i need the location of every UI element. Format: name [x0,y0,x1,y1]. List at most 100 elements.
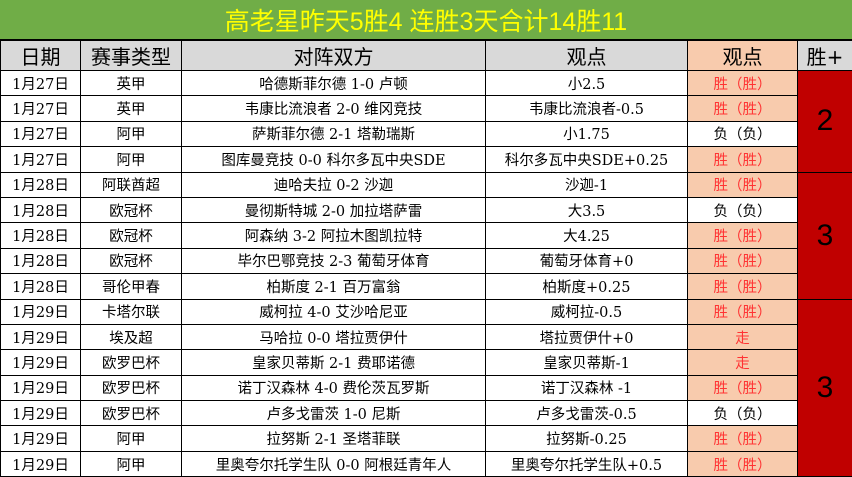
league-cell[interactable]: 哥伦甲春 [81,274,182,299]
league-cell[interactable]: 阿甲 [81,121,182,146]
header-result[interactable]: 观点 [688,41,798,71]
league-cell[interactable]: 欧罗巴杯 [81,401,182,426]
match-cell[interactable]: 威柯拉 4-0 艾沙哈尼亚 [182,299,486,324]
match-cell[interactable]: 柏斯度 2-1 百万富翁 [182,274,486,299]
date-cell[interactable]: 1月29日 [1,350,81,375]
date-cell[interactable]: 1月27日 [1,96,81,121]
league-cell[interactable]: 阿联酋超 [81,172,182,197]
date-cell[interactable]: 1月29日 [1,426,81,451]
result-cell[interactable]: 胜（胜） [688,451,798,476]
pick-cell[interactable]: 威柯拉-0.5 [486,299,688,324]
league-cell[interactable]: 阿甲 [81,426,182,451]
result-cell[interactable]: 负（负） [688,121,798,146]
day-win-count-cell[interactable]: 3 [798,299,852,477]
match-cell[interactable]: 萨斯菲尔德 2-1 塔勒瑞斯 [182,121,486,146]
result-cell[interactable]: 胜（胜） [688,172,798,197]
pick-cell[interactable]: 大4.25 [486,223,688,248]
league-cell[interactable]: 埃及超 [81,324,182,349]
date-cell[interactable]: 1月27日 [1,121,81,146]
match-cell[interactable]: 阿森纳 3-2 阿拉木图凯拉特 [182,223,486,248]
pick-cell[interactable]: 小1.75 [486,121,688,146]
date-cell[interactable]: 1月28日 [1,172,81,197]
league-cell[interactable]: 欧罗巴杯 [81,350,182,375]
pick-cell[interactable]: 塔拉贾伊什+0 [486,324,688,349]
match-cell[interactable]: 诺丁汉森林 4-0 费伦茨瓦罗斯 [182,375,486,400]
date-cell[interactable]: 1月28日 [1,274,81,299]
pick-cell[interactable]: 科尔多瓦中央SDE+0.25 [486,147,688,172]
date-cell[interactable]: 1月29日 [1,401,81,426]
result-cell[interactable]: 胜（胜） [688,96,798,121]
league-cell[interactable]: 欧冠杯 [81,223,182,248]
pick-cell[interactable]: 诺丁汉森林 -1 [486,375,688,400]
league-cell[interactable]: 阿甲 [81,147,182,172]
match-cell[interactable]: 图库曼竞技 0-0 科尔多瓦中央SDE [182,147,486,172]
league-cell[interactable]: 欧冠杯 [81,197,182,222]
date-cell[interactable]: 1月27日 [1,147,81,172]
league-cell[interactable]: 阿甲 [81,451,182,476]
date-cell[interactable]: 1月29日 [1,451,81,476]
date-cell[interactable]: 1月28日 [1,223,81,248]
match-cell[interactable]: 马哈拉 0-0 塔拉贾伊什 [182,324,486,349]
date-cell[interactable]: 1月27日 [1,71,81,96]
day-win-count-cell[interactable]: 2 [798,71,852,173]
header-wins[interactable]: 胜+ [798,41,852,71]
match-cell[interactable]: 哈德斯菲尔德 1-0 卢顿 [182,71,486,96]
result-cell[interactable]: 胜（胜） [688,274,798,299]
result-cell[interactable]: 胜（胜） [688,426,798,451]
date-cell[interactable]: 1月28日 [1,197,81,222]
header-date[interactable]: 日期 [1,41,81,71]
result-cell[interactable]: 胜（胜） [688,147,798,172]
pick-cell[interactable]: 皇家贝蒂斯-1 [486,350,688,375]
pick-cell[interactable]: 沙迦-1 [486,172,688,197]
league-cell[interactable]: 卡塔尔联 [81,299,182,324]
date-cell[interactable]: 1月29日 [1,324,81,349]
result-cell[interactable]: 胜（胜） [688,299,798,324]
result-cell[interactable]: 负（负） [688,197,798,222]
date-cell[interactable]: 1月29日 [1,299,81,324]
match-cell[interactable]: 拉努斯 2-1 圣塔菲联 [182,426,486,451]
result-cell[interactable]: 胜（胜） [688,248,798,273]
pick-cell[interactable]: 韦康比流浪者-0.5 [486,96,688,121]
pick-cell[interactable]: 柏斯度+0.25 [486,274,688,299]
pick-cell[interactable]: 葡萄牙体育+0 [486,248,688,273]
header-pick[interactable]: 观点 [486,41,688,71]
result-cell[interactable]: 走 [688,324,798,349]
match-cell[interactable]: 卢多戈雷茨 1-0 尼斯 [182,401,486,426]
header-league[interactable]: 赛事类型 [81,41,182,71]
header-match[interactable]: 对阵双方 [182,41,486,71]
day-win-count-cell[interactable]: 3 [798,172,852,299]
match-cell[interactable]: 迪哈夫拉 0-2 沙迦 [182,172,486,197]
result-cell[interactable]: 负（负） [688,401,798,426]
pick-cell[interactable]: 大3.5 [486,197,688,222]
pick-cell[interactable]: 小2.5 [486,71,688,96]
match-cell[interactable]: 韦康比流浪者 2-0 维冈竞技 [182,96,486,121]
result-cell[interactable]: 胜（胜） [688,71,798,96]
result-cell[interactable]: 胜（胜） [688,375,798,400]
league-cell[interactable]: 英甲 [81,96,182,121]
match-cell[interactable]: 里奥夸尔托学生队 0-0 阿根廷青年人 [182,451,486,476]
match-cell[interactable]: 曼彻斯特城 2-0 加拉塔萨雷 [182,197,486,222]
pick-cell[interactable]: 里奥夸尔托学生队+0.5 [486,451,688,476]
pick-cell[interactable]: 拉努斯-0.25 [486,426,688,451]
result-cell[interactable]: 胜（胜） [688,223,798,248]
date-cell[interactable]: 1月28日 [1,248,81,273]
match-cell[interactable]: 毕尔巴鄂竞技 2-3 葡萄牙体育 [182,248,486,273]
match-cell[interactable]: 皇家贝蒂斯 2-1 费耶诺德 [182,350,486,375]
league-cell[interactable]: 欧冠杯 [81,248,182,273]
league-cell[interactable]: 英甲 [81,71,182,96]
league-cell[interactable]: 欧罗巴杯 [81,375,182,400]
picks-table: 日期 赛事类型 对阵双方 观点 观点 胜+ 1月27日英甲哈德斯菲尔德 1-0 … [0,40,852,477]
date-cell[interactable]: 1月29日 [1,375,81,400]
result-cell[interactable]: 走 [688,350,798,375]
pick-cell[interactable]: 卢多戈雷茨-0.5 [486,401,688,426]
